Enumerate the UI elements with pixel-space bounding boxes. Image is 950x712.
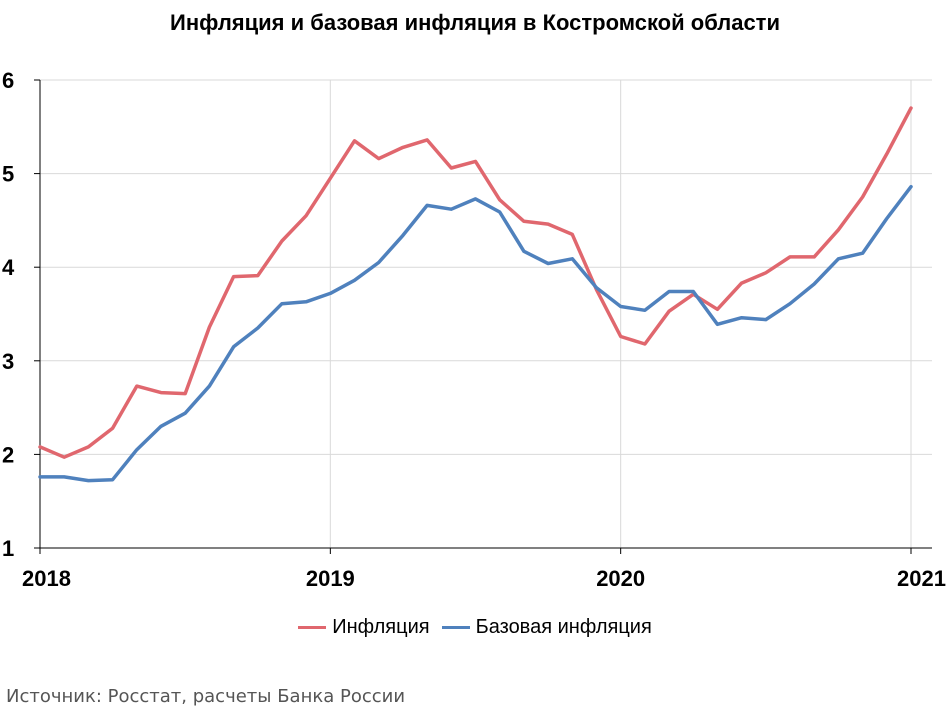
legend-label-inflation: Инфляция [332,616,430,638]
legend: Инфляция Базовая инфляция [0,616,950,639]
x-tick-label: 2018 [22,566,71,591]
legend-swatch-core-inflation [441,626,470,629]
axes [34,79,932,554]
tick-labels: 1 2 3 4 5 6 2018 2019 2020 2021 [2,68,946,591]
chart-title: Инфляция и базовая инфляция в Костромско… [170,10,780,35]
y-tick-label: 3 [2,349,14,374]
x-tick-label: 2019 [306,566,355,591]
line-chart: 1 2 3 4 5 6 2018 2019 2020 2021 [2,68,946,591]
series-line-1 [38,184,913,483]
y-tick-label: 1 [2,536,14,561]
series-line-0 [38,106,913,459]
x-tick-label: 2020 [596,566,645,591]
legend-item-inflation: Инфляция [298,616,430,639]
legend-swatch-inflation [298,626,327,629]
x-tick-label: 2021 [897,566,946,591]
series-lines [38,106,913,483]
legend-item-core-inflation: Базовая инфляция [441,616,652,639]
y-tick-label: 2 [2,442,14,467]
y-tick-label: 4 [2,255,15,280]
grid [40,79,932,548]
y-tick-label: 5 [2,162,14,187]
source-note: Источник: Росстат, расчеты Банка России [6,686,406,707]
legend-label-core-inflation: Базовая инфляция [475,616,652,638]
y-tick-label: 6 [2,68,14,93]
